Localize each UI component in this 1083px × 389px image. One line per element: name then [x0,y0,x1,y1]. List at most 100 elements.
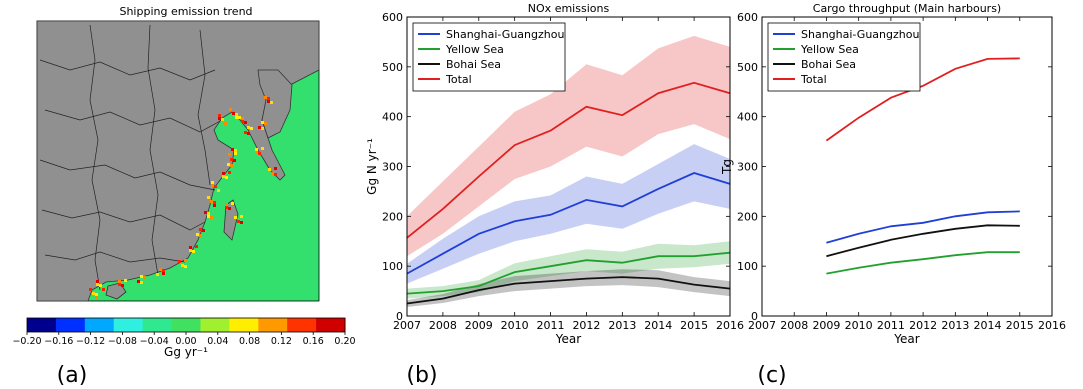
emission-cell [244,131,247,134]
emission-cell [264,96,267,99]
emission-cell [217,189,220,192]
colorbar-tick-label: −0.08 [108,336,137,347]
korea-land [257,69,293,139]
uncertainty-band-shanghai-guangzhou [407,144,730,284]
colorbar [26,317,346,333]
emission-cell [224,122,227,125]
colorbar-segment [200,318,230,332]
emission-cell [202,229,205,232]
emission-cell [231,202,234,205]
emission-cell [227,163,230,166]
emission-cell [95,296,98,299]
emission-cell [225,203,228,206]
emission-cell [199,228,202,231]
emission-cell [240,215,243,218]
emission-cell [274,167,277,170]
emission-cell [222,172,225,175]
emission-cell [189,246,192,249]
emission-cell [228,153,231,156]
emission-cell [207,212,210,215]
emission-cell [225,176,228,179]
emission-cell [238,116,241,119]
y-tick-label: 600 [737,11,758,24]
emission-cell [162,272,165,275]
emission-cell [234,216,237,219]
emission-cell [218,117,221,120]
colorbar-segment [287,318,317,332]
emission-cell [240,221,243,224]
colorbar-segment [142,318,173,332]
y-tick-label: 500 [737,61,758,74]
series-line-total [406,81,731,239]
emission-cell [118,280,121,283]
colorbar-segment [55,318,86,332]
colorbar-tick-label: 0.16 [303,336,324,347]
emission-cell [261,121,264,124]
emission-cell [230,164,233,167]
emission-cell [234,149,237,152]
legend: Shanghai-Guangzhou Yellow Sea Bohai Sea Tot… [767,22,921,92]
colorbar-tick-label: −0.12 [76,336,105,347]
emission-cell [230,158,233,161]
x-axis-label: Year [555,332,581,346]
emission-cell [264,122,267,125]
emission-cell [228,171,231,174]
legend-entry: Total [800,73,827,86]
series-line-yellow-sea [826,251,1020,275]
emission-cell [214,185,217,188]
emission-cell [233,159,236,162]
panel-a-map: Shipping emission trend −0.20 −0.16 −0.12−… [12,5,355,388]
emission-cell [118,283,121,286]
legend-entry: Total [445,73,472,86]
x-tick-label: 2011 [877,319,905,332]
emission-cell [250,127,253,130]
emission-cell [235,116,238,119]
emission-cell [207,196,210,199]
x-tick-label: 2010 [845,319,873,332]
emission-cell [225,206,228,209]
x-tick-label: 2013 [608,319,636,332]
panel-c-cargo-chart: Cargo throughput (Main harbours) 2007 2008… [720,2,1066,346]
legend-entry: Shanghai-Guangzhou [446,28,564,41]
emission-cell [211,184,214,187]
emission-cell [95,293,98,296]
series-line-bohai-sea [826,224,1020,258]
colorbar-tick-label: 0.08 [239,336,260,347]
colorbar-tick-label: 0.00 [175,336,196,347]
emission-cell [140,275,143,278]
x-tick-label: 2016 [716,319,744,332]
emission-cell [143,276,146,279]
series-line-shanghai-guangzhou [406,172,731,275]
emission-cell [258,126,261,129]
emission-cell [247,126,250,129]
emission-cell [255,148,258,151]
emission-cell [222,175,225,178]
emission-cell [267,100,270,103]
emission-cell [241,117,244,120]
y-axis-label: Tg [720,159,734,175]
y-tick-label: 0 [751,310,758,323]
x-tick-label: 2007 [393,319,421,332]
emission-cell [261,147,264,150]
x-tick-label: 2015 [680,319,708,332]
emission-cell [184,265,187,268]
emission-cell [234,152,237,155]
x-tick-label: 2011 [537,319,565,332]
uncertainty-band-yellow-sea [407,241,730,299]
x-tick-label: 2010 [501,319,529,332]
x-tick-label: 2016 [1038,319,1066,332]
panel-label-a: (a) [57,363,88,388]
colorbar-tick-label: −0.16 [44,336,73,347]
colorbar-segment [258,318,288,332]
emission-cell [267,97,270,100]
emission-cell [211,181,214,184]
province-borders [39,24,223,291]
emission-cell [271,172,274,175]
colorbar-segment [84,318,115,332]
emission-cell [102,288,105,291]
colorbar-tick-label: 0.20 [334,336,355,347]
emission-cell [232,112,235,115]
emission-cell [255,151,258,154]
y-tick-label: 400 [382,111,403,124]
